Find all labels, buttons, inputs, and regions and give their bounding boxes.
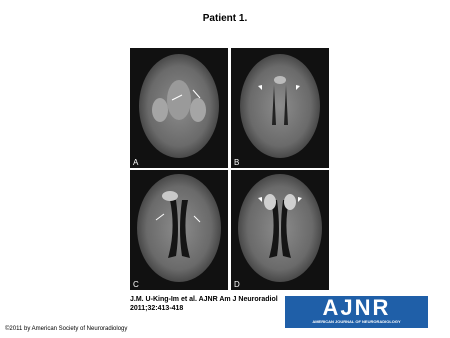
journal-logo: AJNR AMERICAN JOURNAL OF NEURORADIOLOGY xyxy=(285,296,428,328)
panel-label: C xyxy=(133,280,139,289)
logo-title: AJNR xyxy=(322,295,391,320)
copyright: ©2011 by American Society of Neuroradiol… xyxy=(5,326,128,332)
mri-panel: A xyxy=(130,48,228,168)
mri-panel: B xyxy=(231,48,329,168)
mri-panel: C xyxy=(130,170,228,290)
mri-panel: D xyxy=(231,170,329,290)
citation: J.M. U-King-Im et al. AJNR Am J Neurorad… xyxy=(130,296,278,312)
logo-subtitle: AMERICAN JOURNAL OF NEURORADIOLOGY xyxy=(312,319,401,324)
panel-label: B xyxy=(234,158,239,167)
slide-title: Patient 1. xyxy=(202,13,248,24)
panel-label: D xyxy=(234,280,240,289)
panel-label: A xyxy=(133,158,139,167)
